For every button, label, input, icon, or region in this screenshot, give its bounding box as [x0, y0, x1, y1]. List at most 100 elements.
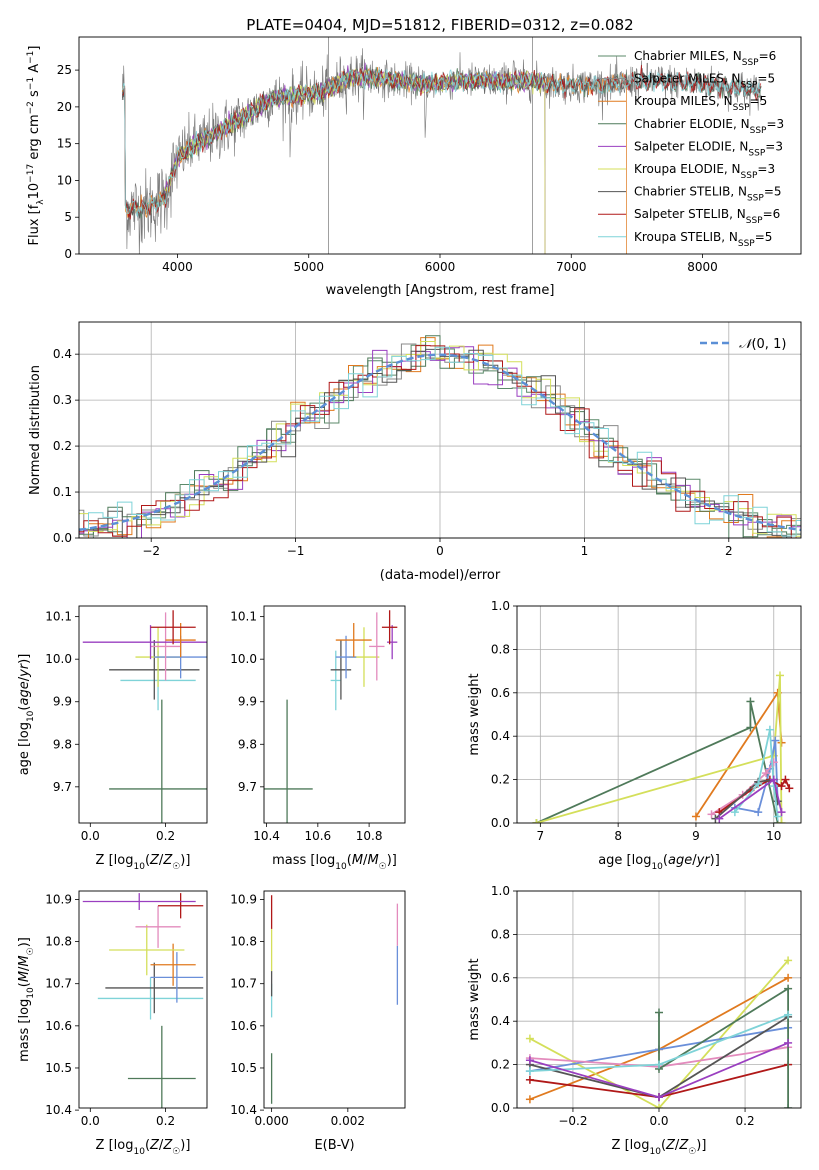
- y-tick-label: 9.7: [53, 780, 72, 794]
- histogram-lines: [79, 335, 801, 538]
- weight_vs_age-axes: 7 8 9 10 0.0 0.2 0.4 0.6 0.8 1.0: [491, 599, 801, 843]
- y-tick-label: 10.7: [45, 977, 72, 991]
- y-tick-label: 0.1: [53, 485, 72, 499]
- mass_vs_Z-points: [82, 893, 204, 1108]
- y-tick-label: 0.4: [491, 729, 510, 743]
- model-line-chabrier-stelib: [121, 66, 762, 219]
- y-tick-label: 10.7: [230, 977, 257, 991]
- y-tick-label: 10.9: [45, 892, 72, 906]
- legend-label: Chabrier ELODIE, NSSP=3: [634, 117, 784, 136]
- y-tick-label: 0.4: [491, 1014, 510, 1028]
- y-axis-label: Normed distribution: [28, 365, 43, 495]
- axes-frame: [516, 605, 802, 824]
- y-tick-label: 10.0: [45, 652, 72, 666]
- y-tick-label: 0: [64, 247, 72, 261]
- weight_vs_Z-lines: [525, 956, 793, 1108]
- model-line-salpeter-stelib: [122, 64, 762, 220]
- x-tick-label: 5000: [293, 260, 324, 274]
- y-tick-label: 10.6: [45, 1019, 72, 1033]
- y-tick-label: 0.2: [491, 773, 510, 787]
- x-tick-label: −1: [287, 544, 305, 558]
- y-tick-label: 0.0: [53, 531, 72, 545]
- x-tick-label: 8000: [687, 260, 718, 274]
- age_vs_mass-points: [264, 610, 398, 823]
- x-tick-label: 6000: [425, 260, 456, 274]
- histogram-chabrier-stelib: [79, 348, 801, 538]
- residuals-axes: −2 −1 0 1 2 0.0 0.1 0.2 0.3 0.4: [53, 322, 801, 558]
- y-tick-label: 0.2: [491, 1058, 510, 1072]
- y-tick-label: 9.9: [238, 695, 257, 709]
- weight-line-chabrier-elodie: [658, 986, 789, 1108]
- y-tick-label: 10.5: [230, 1061, 257, 1075]
- weight_vs_age-lines: [532, 671, 794, 823]
- x-axis-label: Z [log10(Z/Z☉)]: [612, 1138, 707, 1157]
- y-tick-label: 10.5: [45, 1061, 72, 1075]
- x-tick-label: 4000: [162, 260, 193, 274]
- y-axis-label: Flux [fλ10−17 erg cm−2 s−1 A−1]: [26, 46, 46, 246]
- x-axis-label: Z [log10(Z/Z☉)]: [96, 1138, 191, 1157]
- y-tick-label: 0.4: [53, 347, 72, 361]
- x-axis-label: age [log10(age/yr)]: [598, 853, 720, 872]
- y-axis-label: mass weight: [467, 673, 482, 755]
- x-tick-label: 10: [766, 829, 781, 843]
- y-tick-label: 10.6: [230, 1019, 257, 1033]
- mass_vs_Z-axes: 0.0 0.2 10.4 10.5 10.6 10.7 10.8 10.9: [45, 892, 175, 1128]
- x-tick-label: −2: [142, 544, 160, 558]
- mass_vs_ebv-points: [270, 895, 399, 1104]
- y-tick-label: 25: [57, 63, 72, 77]
- x-tick-label: 7000: [556, 260, 587, 274]
- x-tick-label: 0.000: [254, 1114, 288, 1128]
- legend-label: Salpeter ELODIE, NSSP=3: [634, 139, 783, 158]
- y-tick-label: 1.0: [491, 599, 510, 613]
- age_vs_mass-axes: 10.4 10.6 10.8 9.7 9.8 9.9 10.0 10.1: [230, 610, 382, 843]
- y-tick-label: 20: [57, 100, 72, 114]
- y-tick-label: 9.9: [53, 695, 72, 709]
- legend-label: 𝒩(0, 1): [739, 337, 786, 352]
- normal-curve: [79, 353, 801, 532]
- y-tick-label: 9.8: [238, 737, 257, 751]
- x-tick-label: 0: [436, 544, 444, 558]
- axes-frame: [263, 605, 406, 824]
- y-tick-label: 10.4: [45, 1103, 72, 1117]
- spectrum-lines: [121, 37, 762, 254]
- y-tick-label: 10.9: [230, 892, 257, 906]
- x-tick-label: 0.0: [81, 829, 100, 843]
- y-tick-label: 10.0: [230, 652, 257, 666]
- histogram-kroupa-stelib: [79, 346, 801, 537]
- y-tick-label: 10.1: [230, 610, 257, 624]
- x-axis-label: Z [log10(Z/Z☉)]: [96, 853, 191, 872]
- legend-label: Chabrier MILES, NSSP=6: [634, 49, 776, 68]
- x-tick-label: −0.2: [558, 1114, 587, 1128]
- x-tick-label: 0.002: [331, 1114, 365, 1128]
- legend-label: Kroupa STELIB, NSSP=5: [634, 230, 772, 249]
- x-axis-label: E(B-V): [314, 1138, 354, 1153]
- axes-frame: [78, 890, 208, 1109]
- legend-label: Kroupa MILES, NSSP=5: [634, 94, 767, 113]
- x-tick-label: 2: [725, 544, 733, 558]
- x-tick-label: 7: [537, 829, 545, 843]
- legend-label: Chabrier STELIB, NSSP=5: [634, 185, 782, 204]
- x-tick-label: 0.2: [736, 1114, 755, 1128]
- x-tick-label: 10.4: [253, 829, 280, 843]
- axes-frame: [78, 36, 802, 255]
- x-axis-label: (data-model)/error: [380, 568, 501, 583]
- y-tick-label: 10.8: [230, 935, 257, 949]
- y-tick-label: 0.3: [53, 393, 72, 407]
- age_vs_Z-points: [82, 610, 207, 823]
- weight-line-kroupa-elodie: [536, 675, 783, 823]
- y-axis-label: mass [log10(M/M☉)]: [17, 937, 36, 1062]
- legend-label: Salpeter MILES, NSSP=5: [634, 72, 775, 91]
- mass_vs_ebv-axes: 0.000 0.002 10.4 10.5 10.6 10.7 10.8 10.9: [230, 892, 365, 1128]
- x-axis-label: mass [log10(M/M☉)]: [272, 853, 397, 872]
- y-tick-label: 0.6: [491, 971, 510, 985]
- x-tick-label: 8: [614, 829, 622, 843]
- y-tick-label: 9.8: [53, 737, 72, 751]
- page-title: PLATE=0404, MJD=51812, FIBERID=0312, z=0…: [246, 16, 633, 34]
- y-tick-label: 10.1: [45, 610, 72, 624]
- axes-frame: [516, 890, 802, 1109]
- x-tick-label: 0.0: [81, 1114, 100, 1128]
- legend: Chabrier MILES, NSSP=6 Salpeter MILES, NS…: [598, 49, 784, 249]
- x-tick-label: 1: [581, 544, 589, 558]
- x-tick-label: 10.8: [356, 829, 383, 843]
- legend-label: Salpeter STELIB, NSSP=6: [634, 207, 780, 226]
